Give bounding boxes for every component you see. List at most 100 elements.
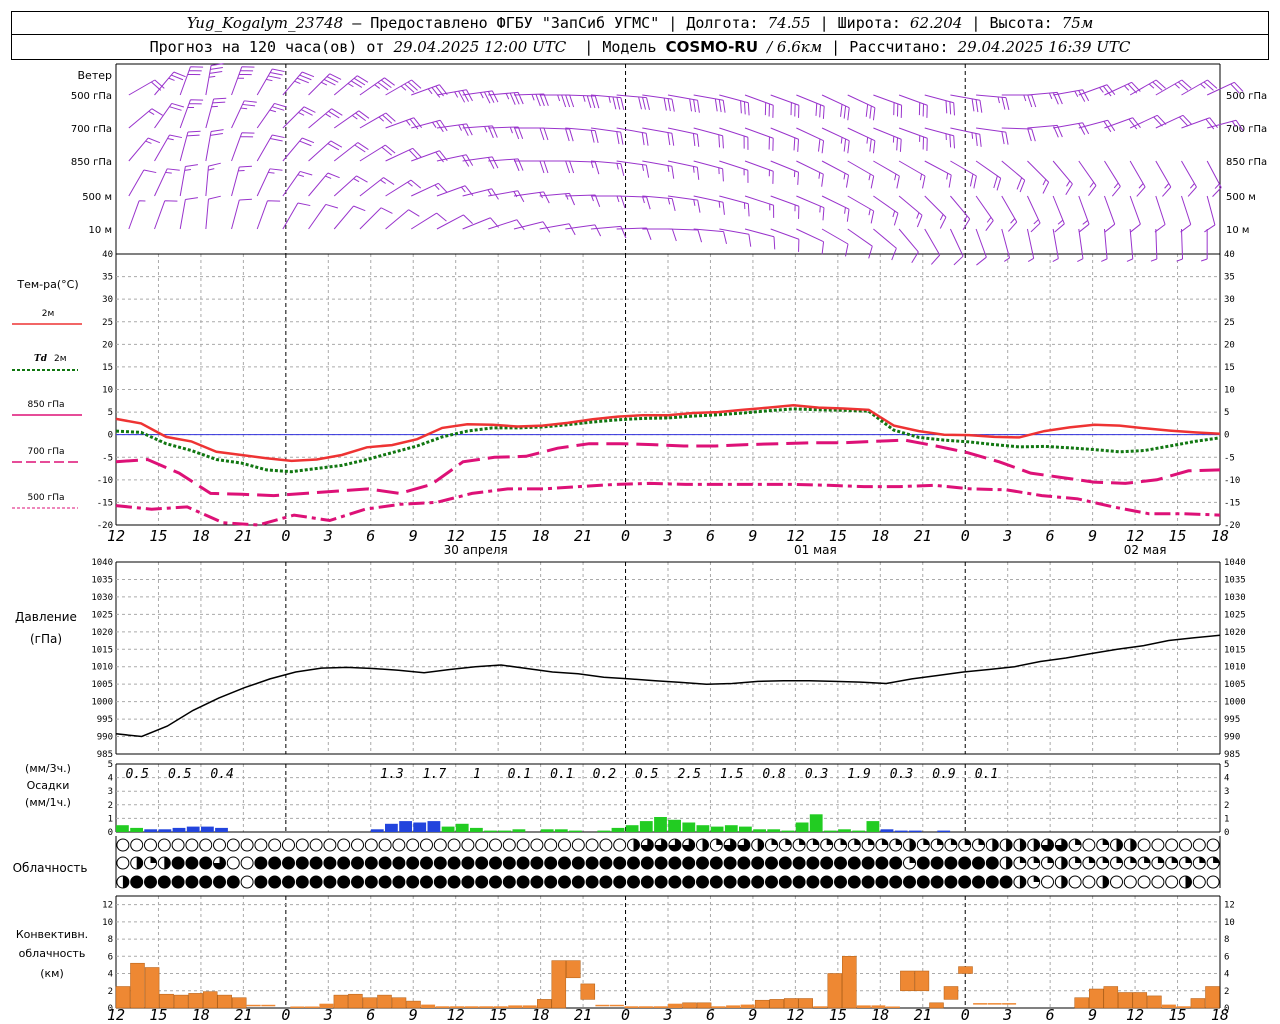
wind-barb: [256, 134, 285, 162]
wind-barb: [847, 160, 875, 189]
cloud-fill: [1102, 876, 1109, 888]
wind-barb: [179, 130, 201, 162]
temp-title: Тем-ра(°С): [16, 278, 78, 291]
cloud-fill: [282, 876, 295, 888]
conv-bar: [856, 1005, 871, 1008]
cloud-fill: [323, 857, 336, 869]
cloud-fill: [530, 876, 543, 888]
wind-barb: [821, 160, 850, 188]
cloud-fill: [771, 839, 778, 845]
wind-barb: [1053, 89, 1090, 102]
cloud-fill: [1061, 857, 1068, 869]
series-t700: [115, 481, 1221, 527]
precip-bar: [696, 825, 710, 832]
wind-barb: [616, 94, 650, 111]
conv-bar: [406, 1000, 421, 1009]
conv-bar: [508, 1005, 523, 1008]
x-tick-hour-bottom: 21: [234, 1006, 252, 1024]
cloud-fill: [737, 857, 750, 869]
conv-bar: [159, 993, 174, 1009]
cloud-fill: [950, 839, 957, 845]
precip-bar: [470, 827, 483, 832]
cloud-fill: [716, 839, 723, 845]
precip-bar: [625, 825, 639, 832]
precip-bar: [427, 821, 441, 832]
wind-barb: [796, 160, 824, 187]
wind-barb: [1129, 195, 1141, 233]
pressure-tick-right: 995: [1224, 715, 1240, 725]
cloud-cell: [144, 838, 157, 852]
conv-bar: [1147, 995, 1162, 1009]
wind-barb: [462, 90, 499, 104]
cloud-fill: [840, 839, 847, 845]
x-tick-hour-bottom: 18: [532, 1006, 550, 1024]
legend-t850-label: 850 гПа: [27, 400, 64, 410]
conv-bar: [1002, 1003, 1017, 1005]
cloud-fill: [1102, 857, 1109, 863]
conv-bar: [609, 1004, 624, 1007]
conv-bar: [144, 967, 160, 1009]
cloud-fill: [724, 857, 737, 869]
cloud-fill: [254, 857, 267, 869]
pressure-unit: (гПа): [30, 632, 62, 646]
wind-barb: [1001, 160, 1026, 193]
wind-barb: [873, 228, 897, 261]
wind-barb: [1129, 114, 1167, 129]
temp-tick-right: 35: [1224, 273, 1235, 283]
cloud-fill: [641, 839, 654, 852]
temp-tick-right: -10: [1224, 476, 1240, 486]
wind-barb: [744, 160, 774, 184]
cloud-cell: [1179, 838, 1192, 852]
precip-bar: [753, 829, 766, 832]
cloud-cell: [240, 838, 254, 852]
cloud-fill: [751, 876, 764, 888]
x-tick-hour: 12: [107, 527, 125, 545]
cloud-fill: [503, 857, 516, 869]
cloud-cell: [364, 838, 378, 852]
wind-level-label-right: 500 м: [1226, 192, 1256, 203]
cloud-fill: [586, 876, 599, 888]
temp-tick-right: 30: [1224, 295, 1235, 305]
precip-bar: [569, 830, 582, 832]
pressure-tick-left: 1000: [91, 698, 113, 708]
wind-barb: [1150, 228, 1158, 262]
precip-bar: [611, 827, 625, 832]
calc-time: 29.04.2025 16:39 UTC: [957, 38, 1131, 56]
wind-barb: [513, 221, 551, 233]
cloud-fill: [737, 876, 750, 888]
pressure-tick-left: 995: [97, 715, 113, 725]
wind-barb: [385, 117, 423, 130]
precip-3h-value: 0.8: [762, 767, 786, 782]
x-tick-hour-bottom: 12: [107, 1006, 125, 1024]
precip-bar: [370, 829, 384, 832]
precip-bar: [937, 830, 951, 832]
cloud-cell: [392, 838, 406, 852]
wind-barb: [359, 177, 395, 197]
cloud-fill: [365, 857, 378, 869]
wind-barb: [488, 126, 524, 140]
conv-bar: [1074, 997, 1089, 1009]
temp-tick-left: 0: [108, 431, 113, 441]
wind-barb: [205, 63, 224, 96]
temp-tick-left: -20: [97, 521, 113, 531]
cloud-fill: [185, 857, 198, 869]
conv-bar: [261, 1004, 276, 1007]
precip-tick-left: 4: [108, 774, 113, 784]
cloud-fill: [1144, 857, 1151, 863]
cloud-cell: [116, 838, 130, 852]
cloud-fill: [641, 876, 654, 888]
cloud-fill: [903, 876, 916, 888]
cloud-fill: [130, 876, 143, 888]
precip-bar: [554, 829, 568, 832]
x-tick-hour-bottom: 15: [489, 1006, 507, 1024]
conv-bar: [319, 1003, 334, 1008]
pressure-tick-left: 1035: [91, 575, 113, 585]
wind-barb: [616, 160, 650, 178]
cloud-cell: [378, 838, 392, 852]
precip-bar: [399, 821, 412, 832]
cloud-fill: [862, 857, 875, 869]
cloud-cell: [1165, 838, 1179, 852]
wind-barb: [847, 228, 873, 259]
cloud-fill: [489, 876, 502, 888]
cloud-fill: [986, 857, 999, 869]
